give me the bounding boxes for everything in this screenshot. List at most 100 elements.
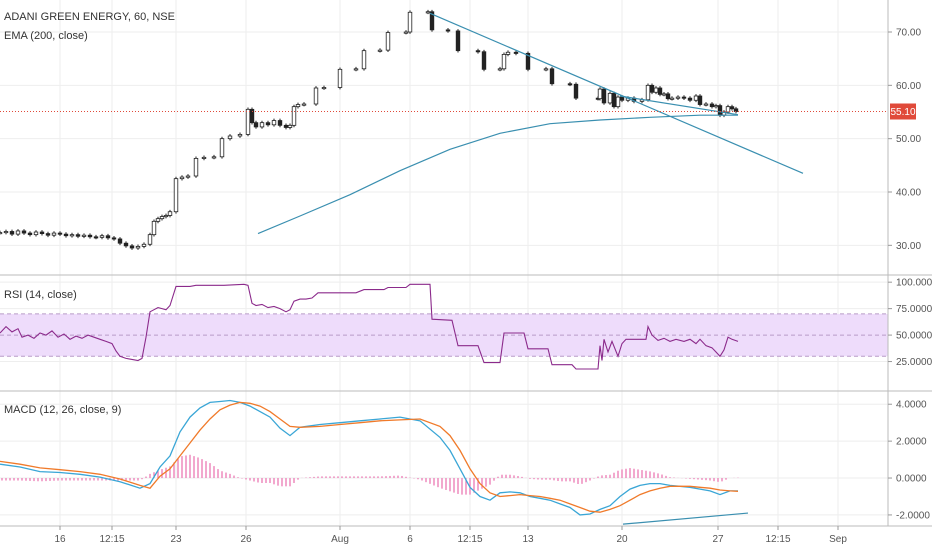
candle <box>75 234 81 237</box>
y-tick-label: 70.00 <box>896 28 921 39</box>
y-tick-label: 4.0000 <box>896 400 927 411</box>
candle <box>407 11 413 33</box>
candle <box>717 105 723 116</box>
candle <box>681 96 687 99</box>
y-tick-label: 25.0000 <box>896 357 932 368</box>
candle <box>657 87 663 95</box>
candle <box>141 243 147 247</box>
candle <box>573 83 579 99</box>
x-tick-label: 12:15 <box>457 534 482 545</box>
candle <box>607 92 613 104</box>
candle <box>291 106 297 126</box>
y-tick-label: 60.00 <box>896 81 921 92</box>
candle <box>69 234 75 237</box>
candle <box>513 51 519 54</box>
trendline[interactable] <box>619 95 739 116</box>
candle <box>135 245 141 249</box>
x-tick-label: Sep <box>829 534 847 545</box>
candle <box>703 103 709 106</box>
candle <box>403 31 409 34</box>
candle <box>0 232 3 235</box>
candle <box>81 234 87 237</box>
candle <box>117 238 123 244</box>
candle <box>93 236 99 239</box>
candle <box>185 175 191 178</box>
candle <box>385 32 391 51</box>
candle <box>501 54 507 70</box>
y-tick-label: 100.0000 <box>896 278 932 289</box>
candle <box>377 49 383 52</box>
y-tick-label: 40.00 <box>896 188 921 199</box>
grid <box>0 0 888 526</box>
ema-label: EMA (200, close) <box>4 30 88 42</box>
candle <box>729 106 735 110</box>
x-tick-label: 6 <box>407 534 413 545</box>
candle <box>611 92 617 108</box>
y-tick-label: 0.0000 <box>896 474 927 485</box>
candle <box>249 108 255 124</box>
candle <box>425 11 431 14</box>
candle <box>219 138 225 158</box>
current-price-badge <box>890 103 916 120</box>
price-pane[interactable] <box>0 9 888 250</box>
candle <box>337 68 343 88</box>
candle <box>505 51 511 55</box>
y-tick-label: 30.00 <box>896 241 921 252</box>
candle <box>15 230 21 235</box>
candle <box>237 133 243 137</box>
macd-pane[interactable] <box>0 399 749 525</box>
candle <box>245 108 251 135</box>
candle <box>353 68 359 71</box>
trendline[interactable] <box>429 12 804 174</box>
candle <box>301 103 307 106</box>
candle <box>227 135 233 140</box>
candle <box>549 68 555 85</box>
candle <box>321 87 327 90</box>
x-tick-label: 26 <box>240 534 252 545</box>
candle <box>39 231 45 234</box>
candle <box>525 52 531 70</box>
y-tick-label: 50.0000 <box>896 331 932 342</box>
candle <box>99 235 105 238</box>
rsi-label: RSI (14, close) <box>4 289 77 301</box>
candle <box>697 95 703 105</box>
candle <box>475 50 481 53</box>
candle <box>57 232 63 235</box>
candle <box>63 233 69 237</box>
candle <box>287 124 293 128</box>
candle <box>455 30 461 52</box>
candle <box>713 105 719 108</box>
chart-title: ADANI GREEN ENERGY, 60, NSE <box>4 11 175 23</box>
macd-label: MACD (12, 26, close, 9) <box>4 404 121 416</box>
candle <box>87 234 93 238</box>
rsi-pane[interactable] <box>0 283 739 370</box>
candle <box>543 68 549 71</box>
candle <box>615 96 621 108</box>
candle <box>361 50 367 70</box>
candle <box>201 156 207 159</box>
candle <box>45 233 51 236</box>
candle <box>295 104 301 108</box>
candle <box>51 232 57 236</box>
x-tick-label: 13 <box>522 534 534 545</box>
candle <box>693 95 699 101</box>
macd-trendline[interactable] <box>622 512 749 525</box>
candle <box>9 231 15 235</box>
rsi-line <box>0 283 739 370</box>
candle <box>155 218 161 222</box>
candle <box>265 122 271 126</box>
candle <box>193 157 199 177</box>
x-tick-label: 16 <box>54 534 66 545</box>
y-tick-label: 75.0000 <box>896 304 932 315</box>
candle <box>283 124 289 128</box>
candle <box>253 122 259 128</box>
x-tick-label: 20 <box>616 534 628 545</box>
candle <box>163 215 169 218</box>
candle <box>271 120 277 126</box>
macd-line <box>0 399 738 516</box>
candle <box>179 176 185 180</box>
candle <box>665 93 671 100</box>
